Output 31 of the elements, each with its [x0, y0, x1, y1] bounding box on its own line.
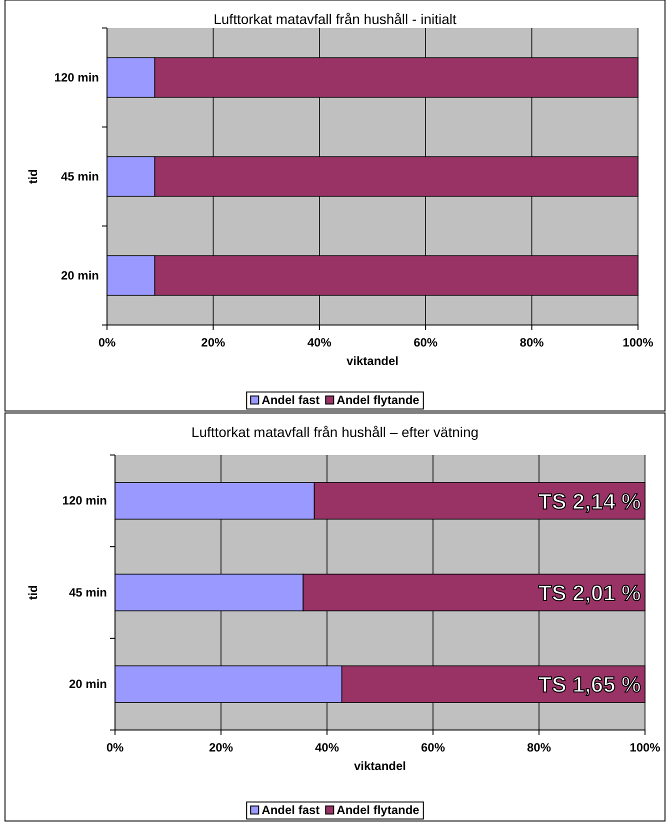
y-axis-title: tid [26, 585, 40, 600]
x-tick-label: 100% [630, 740, 661, 755]
legend-label: Andel flytande [336, 393, 420, 407]
chart-title: Lufttorkat matavfall från hushåll – efter vätning [191, 424, 479, 440]
annotation: TS 1,65 % [538, 672, 641, 698]
y-tick-label: 20 min [68, 677, 107, 692]
x-tick-label: 60% [414, 336, 438, 350]
x-tick-label: 20% [208, 740, 234, 755]
y-tick-label: 120 min [62, 494, 107, 508]
x-tick-label: 60% [420, 740, 446, 755]
legend-label: Andel fast [262, 803, 320, 817]
x-tick-label: 0% [106, 740, 124, 755]
annotation: TS 2,14 % [538, 488, 641, 514]
y-tick-label: 45 min [68, 585, 107, 600]
x-tick-label: 80% [520, 336, 544, 350]
y-tick-label: 120 min [54, 70, 99, 84]
x-axis-title: viktandel [346, 354, 399, 368]
x-axis-title: viktandel [354, 759, 406, 773]
x-tick-label: 40% [307, 336, 332, 350]
chart-title: Lufttorkat matavfall från hushåll - initialt [214, 11, 456, 27]
x-tick-label: 0% [98, 336, 116, 350]
y-axis-title: tid [26, 169, 40, 184]
x-tick-label: 20% [201, 336, 226, 350]
legend-label: Andel fast [262, 393, 320, 407]
x-tick-label: 100% [622, 336, 654, 350]
legend-label: Andel flytande [336, 803, 420, 817]
y-tick-label: 20 min [60, 268, 99, 282]
x-tick-label: 40% [314, 740, 340, 755]
x-tick-label: 80% [526, 740, 552, 755]
annotation: TS 2,01 % [538, 580, 641, 606]
y-tick-label: 45 min [60, 169, 99, 184]
